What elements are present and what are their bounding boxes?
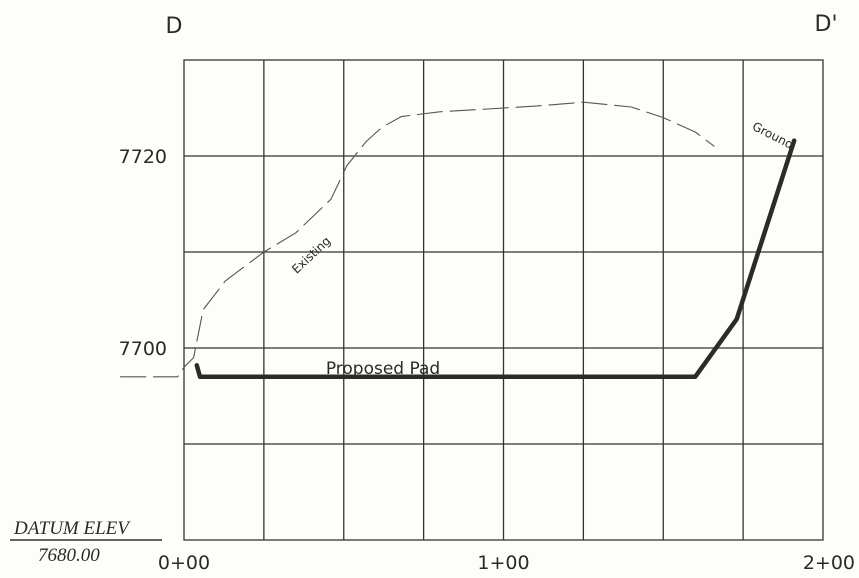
existing-ground-line <box>120 101 715 378</box>
existing-ground-label-part1: Existing <box>289 234 333 277</box>
section-label-end: D' <box>815 12 838 37</box>
station-tick-label: 1+00 <box>477 552 529 574</box>
datum-title: DATUM ELEV <box>13 518 131 539</box>
station-tick-label: 0+00 <box>158 552 210 574</box>
plot-grid <box>183 59 824 541</box>
elevation-tick-label: 7720 <box>119 146 167 168</box>
proposed-pad-label: Proposed Pad <box>326 359 440 379</box>
elevation-tick-labels: 7700 7720 <box>119 146 167 360</box>
proposed-pad-line <box>194 138 797 380</box>
datum-value: 7680.00 <box>38 545 100 566</box>
existing-ground-label-part2: Ground <box>750 119 796 152</box>
station-tick-label: 2+00 <box>803 552 855 574</box>
section-label-start: D <box>166 14 183 39</box>
station-tick-labels: 0+00 1+00 2+00 <box>158 552 855 574</box>
profile-lines <box>120 101 797 380</box>
elevation-tick-label: 7700 <box>119 338 167 360</box>
